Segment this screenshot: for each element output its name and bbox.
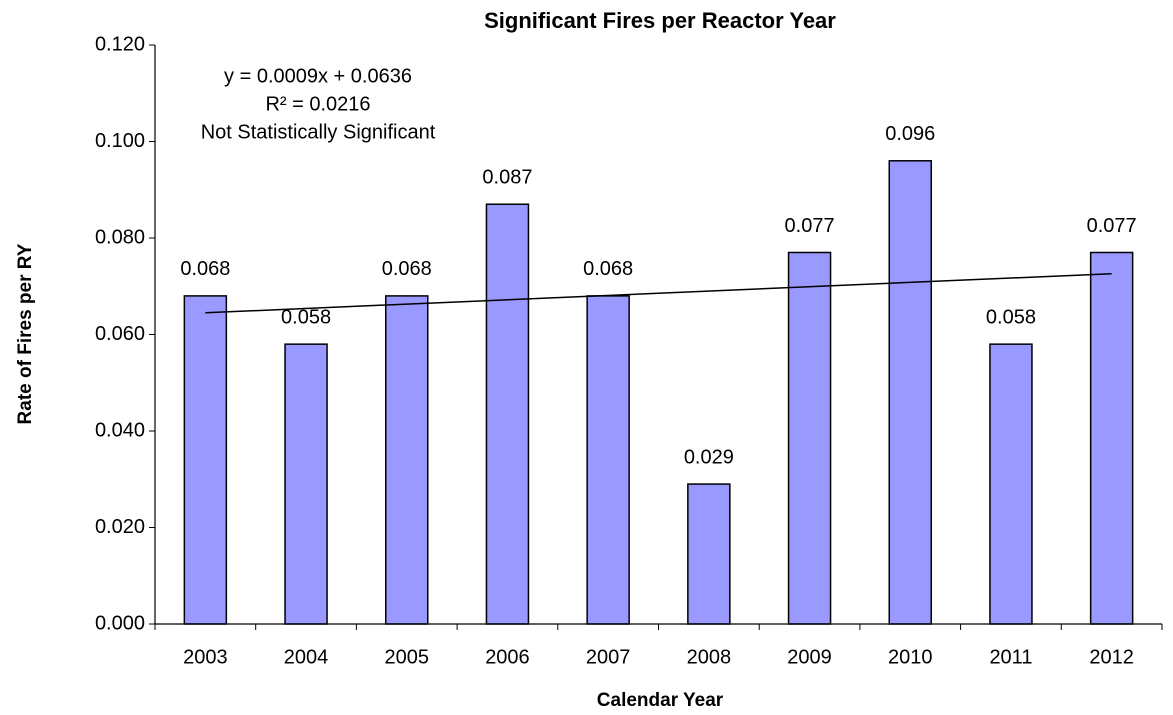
bar [586, 295, 630, 625]
bar [787, 251, 832, 625]
bar [183, 295, 228, 625]
x-tick-label: 2012 [1089, 646, 1134, 668]
x-tick-label: 2006 [485, 646, 530, 668]
y-tick-label: 0.120 [95, 33, 145, 55]
x-tick-label: 2009 [787, 646, 832, 668]
bar [687, 483, 731, 625]
bar [1089, 251, 1134, 625]
x-tick-label: 2007 [586, 646, 631, 668]
x-axis-title: Calendar Year [597, 690, 724, 711]
data-label: 0.058 [281, 306, 331, 328]
chart-title: Significant Fires per Reactor Year [484, 8, 836, 33]
y-tick-label: 0.000 [95, 612, 145, 634]
y-tick-label: 0.100 [95, 130, 145, 152]
x-tick-label: 2005 [385, 646, 430, 668]
x-tick-label: 2003 [183, 646, 228, 668]
y-tick-label: 0.080 [95, 226, 145, 248]
bar [989, 343, 1033, 625]
annotation: Not Statistically Significant [201, 121, 436, 143]
data-label: 0.077 [1087, 215, 1137, 237]
y-tick-label: 0.020 [95, 516, 145, 538]
bar [485, 203, 530, 625]
data-label: 0.029 [684, 446, 734, 468]
y-axis-title: Rate of Fires per RY [15, 243, 36, 424]
x-tick-label: 2010 [888, 646, 933, 668]
bar [888, 160, 932, 625]
annotation: y = 0.0009x + 0.0636 [224, 65, 412, 87]
trendline [205, 272, 1112, 314]
y-tick-label: 0.040 [95, 419, 145, 441]
bar [284, 343, 328, 625]
y-tick-label: 0.060 [95, 323, 145, 345]
data-label: 0.087 [482, 167, 532, 189]
x-tick-label: 2004 [284, 646, 329, 668]
data-label: 0.068 [180, 258, 230, 280]
data-label: 0.068 [382, 258, 432, 280]
bar [385, 295, 429, 625]
annotation: R² = 0.0216 [265, 93, 370, 115]
x-tick-label: 2011 [989, 646, 1032, 668]
x-tick-label: 2008 [687, 646, 732, 668]
data-label: 0.058 [986, 306, 1036, 328]
data-label: 0.068 [583, 258, 633, 280]
data-label: 0.096 [885, 123, 935, 145]
data-label: 0.077 [785, 215, 835, 237]
